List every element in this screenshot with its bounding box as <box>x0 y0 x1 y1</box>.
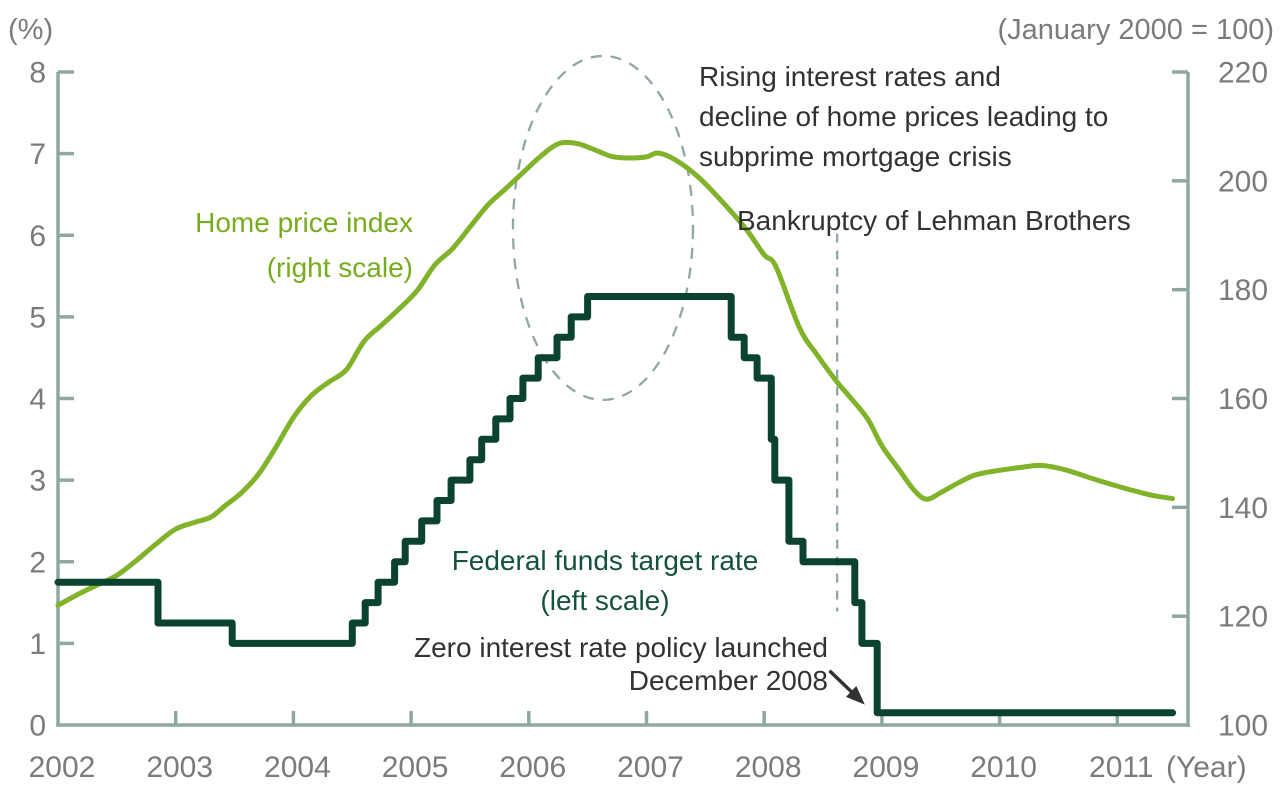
x-tick-label: 2006 <box>499 751 566 784</box>
x-tick-label: 2009 <box>853 751 920 784</box>
home-price-line <box>55 139 1176 608</box>
annotation-line: December 2008 <box>628 665 828 696</box>
series-label-line: Federal funds target rate <box>451 545 759 576</box>
left-tick-label: 8 <box>29 57 46 90</box>
fed-funds-line <box>54 293 1177 717</box>
x-axis-unit-label: (Year) <box>1166 751 1247 784</box>
annotation-line: Zero interest rate policy launched <box>414 632 828 663</box>
left-tick-label: 5 <box>29 301 46 334</box>
right-tick-label: 180 <box>1218 274 1268 307</box>
left-tick-label: 4 <box>29 383 46 416</box>
x-tick-label: 2004 <box>264 751 331 784</box>
series-label-line: Home price index <box>195 207 413 238</box>
right-axis-unit-label: (January 2000 = 100) <box>997 14 1275 46</box>
left-tick-label: 1 <box>29 628 46 661</box>
left-axis-unit-label: (%) <box>8 14 54 46</box>
right-tick-label: 140 <box>1218 492 1268 525</box>
x-tick-label: 2010 <box>970 751 1037 784</box>
x-tick-label: 2003 <box>146 751 213 784</box>
x-tick-label: 2008 <box>735 751 802 784</box>
x-tick-label: 2011 <box>1089 751 1154 784</box>
axes <box>56 70 1190 727</box>
right-tick-label: 160 <box>1218 383 1268 416</box>
x-tick-label: 2007 <box>617 751 684 784</box>
left-tick-label: 2 <box>29 546 46 579</box>
annotation-subprime-crisis: Rising interest rates and decline of hom… <box>699 57 1108 177</box>
right-tick-label: 100 <box>1218 710 1268 743</box>
series-label-line: (left scale) <box>540 585 670 616</box>
annotation-line: Rising interest rates and <box>699 61 1001 92</box>
right-tick-label: 120 <box>1218 601 1268 634</box>
right-tick-label: 200 <box>1218 165 1268 198</box>
left-tick-label: 3 <box>29 465 46 498</box>
left-tick-label: 0 <box>29 710 46 743</box>
annotation-zero-interest-rate-policy: Zero interest rate policy launched Decem… <box>414 631 828 697</box>
series-label-home-price-index: Home price index (right scale) <box>195 200 413 290</box>
x-tick-label: 2002 <box>29 751 96 784</box>
annotation-line: subprime mortgage crisis <box>699 141 1012 172</box>
right-tick-label: 220 <box>1218 57 1268 90</box>
series-label-line: (right scale) <box>266 252 413 283</box>
series-label-federal-funds-rate: Federal funds target rate (left scale) <box>435 541 775 621</box>
left-tick-label: 6 <box>29 220 46 253</box>
x-tick-label: 2005 <box>382 751 449 784</box>
subprime-highlight-ellipse <box>511 54 695 402</box>
left-tick-label: 7 <box>29 138 46 171</box>
arrow-head-icon <box>845 686 865 705</box>
axis-tick-labels: 0 1 2 3 4 5 6 7 8 100 120 140 160 180 200 220 2002 2003 20… <box>29 57 1268 785</box>
annotation-line: decline of home prices leading to <box>699 101 1109 132</box>
annotation-lehman-brothers: Bankruptcy of Lehman Brothers <box>737 205 1131 236</box>
